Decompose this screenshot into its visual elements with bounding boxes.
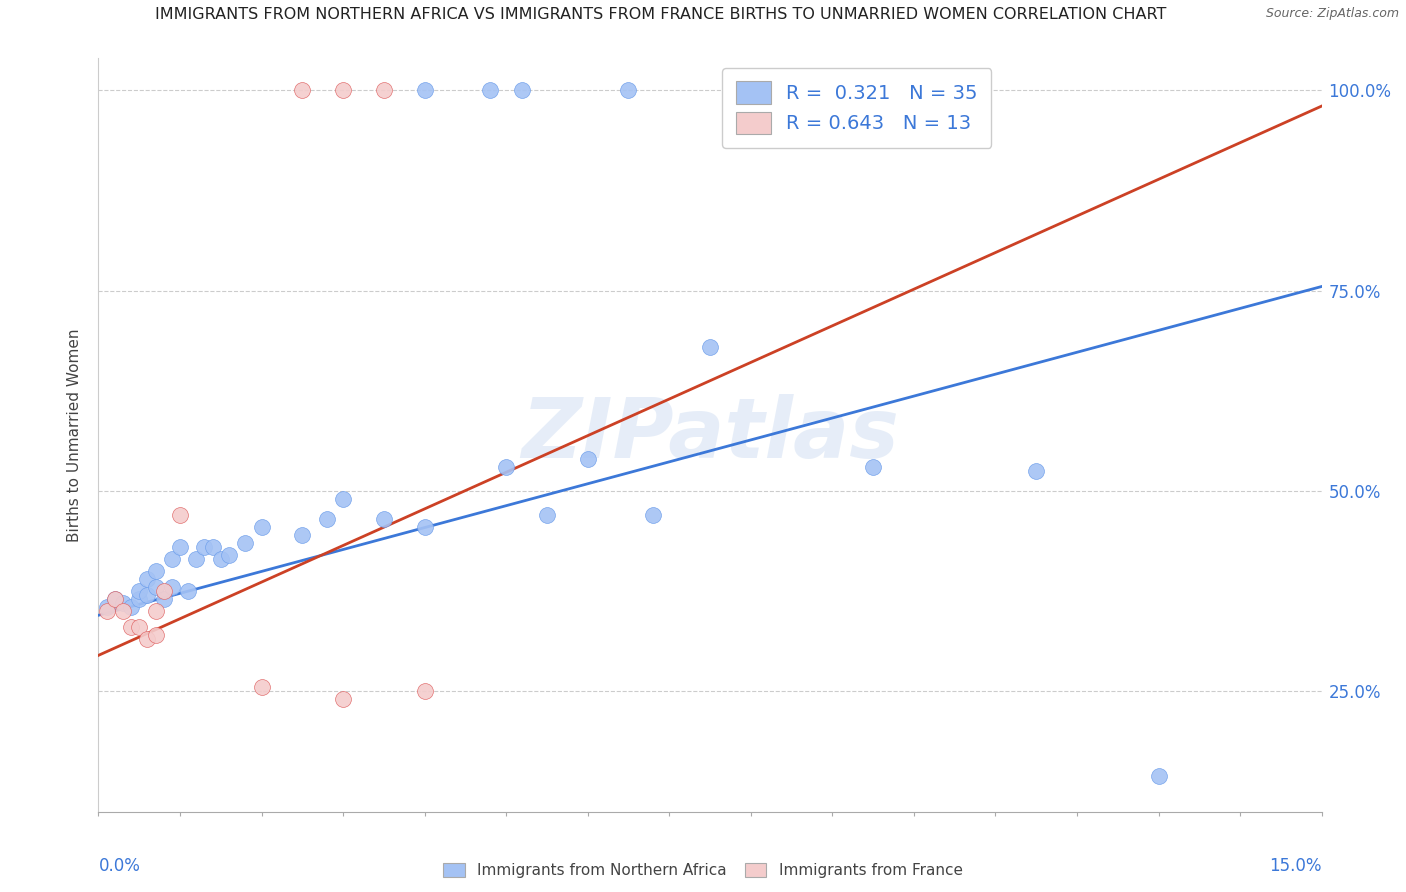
Point <box>413 83 436 97</box>
Point <box>111 604 134 618</box>
Point <box>291 83 314 97</box>
Point <box>413 520 436 534</box>
Point <box>233 536 256 550</box>
Point <box>186 552 208 566</box>
Point <box>128 620 150 634</box>
Point <box>373 83 395 97</box>
Point <box>536 508 558 522</box>
Point <box>152 592 174 607</box>
Point <box>512 83 534 97</box>
Point <box>152 584 174 599</box>
Point <box>120 620 142 634</box>
Point <box>169 508 191 522</box>
Point <box>96 604 118 618</box>
Text: Source: ZipAtlas.com: Source: ZipAtlas.com <box>1265 7 1399 21</box>
Point <box>201 540 224 554</box>
Point <box>699 340 721 354</box>
Legend: Immigrants from Northern Africa, Immigrants from France: Immigrants from Northern Africa, Immigra… <box>437 857 969 884</box>
Point <box>332 491 354 506</box>
Point <box>104 592 127 607</box>
Point <box>315 512 337 526</box>
Point <box>478 83 501 97</box>
Point <box>332 692 354 706</box>
Point <box>111 596 134 610</box>
Point <box>617 83 640 97</box>
Point <box>160 552 183 566</box>
Point <box>136 572 159 586</box>
Point <box>128 584 150 599</box>
Point <box>1025 464 1047 478</box>
Text: 0.0%: 0.0% <box>98 857 141 875</box>
Point <box>145 580 167 594</box>
Point <box>250 681 273 695</box>
Point <box>413 684 436 698</box>
Point <box>209 552 232 566</box>
Point <box>145 564 167 578</box>
Text: ZIPatlas: ZIPatlas <box>522 394 898 475</box>
Point <box>291 528 314 542</box>
Point <box>332 83 354 97</box>
Point <box>160 580 183 594</box>
Point <box>218 548 240 562</box>
Point <box>177 584 200 599</box>
Point <box>641 508 664 522</box>
Legend: R =  0.321   N = 35, R = 0.643   N = 13: R = 0.321 N = 35, R = 0.643 N = 13 <box>723 68 991 147</box>
Text: IMMIGRANTS FROM NORTHERN AFRICA VS IMMIGRANTS FROM FRANCE BIRTHS TO UNMARRIED WO: IMMIGRANTS FROM NORTHERN AFRICA VS IMMIG… <box>155 7 1167 22</box>
Point <box>495 459 517 474</box>
Point <box>862 459 884 474</box>
Point <box>136 588 159 602</box>
Point <box>373 512 395 526</box>
Point <box>128 592 150 607</box>
Point <box>169 540 191 554</box>
Point <box>193 540 215 554</box>
Point <box>120 600 142 615</box>
Y-axis label: Births to Unmarried Women: Births to Unmarried Women <box>67 328 83 541</box>
Point <box>104 592 127 607</box>
Point <box>96 600 118 615</box>
Point <box>1147 769 1170 783</box>
Point <box>145 628 167 642</box>
Text: 15.0%: 15.0% <box>1270 857 1322 875</box>
Point <box>250 520 273 534</box>
Point <box>136 632 159 647</box>
Point <box>145 604 167 618</box>
Point <box>576 451 599 466</box>
